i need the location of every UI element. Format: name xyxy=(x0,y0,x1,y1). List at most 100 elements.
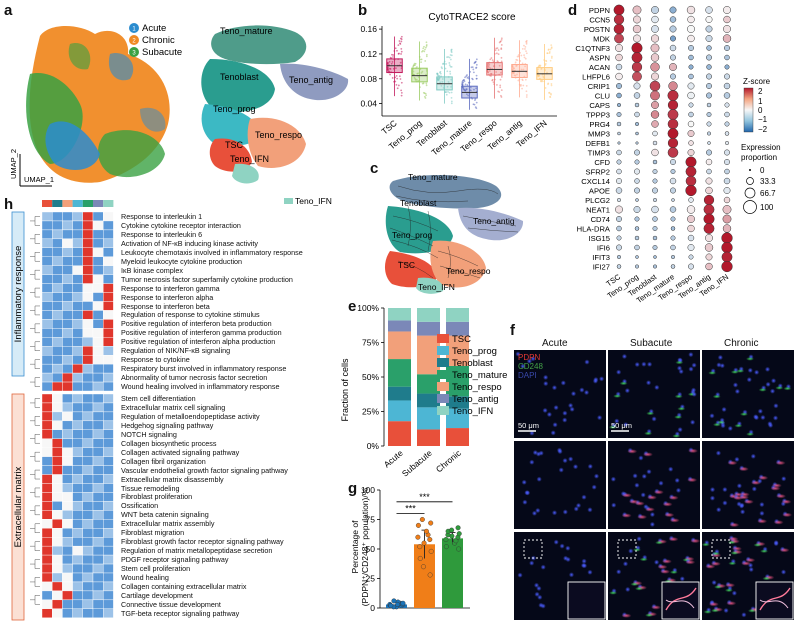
microscopy-pdpn-signal xyxy=(687,448,698,454)
dotplot-gene-label: CXCL14 xyxy=(581,177,610,186)
microscopy-nucleus xyxy=(649,511,656,518)
microscopy-cd248-signal xyxy=(708,371,717,375)
microscopy-nucleus xyxy=(709,487,716,493)
microscopy-nucleus xyxy=(522,499,528,505)
dotplot-dot xyxy=(652,197,658,203)
chart-b-jitter-point xyxy=(490,72,492,75)
chart-b-jitter-point xyxy=(397,44,400,47)
heatmap-cell xyxy=(52,301,63,311)
dotplot-dot xyxy=(616,216,622,222)
dotplot-dot xyxy=(724,45,730,51)
dotplot-gene-label: IFIT3 xyxy=(592,253,610,262)
chart-b-jitter-point xyxy=(499,78,502,81)
heatmap-cell xyxy=(62,337,73,347)
heatmap-cell xyxy=(41,274,53,284)
microscopy-nucleus xyxy=(587,569,593,575)
microscopy-nucleus xyxy=(524,490,530,496)
heatmap-cell xyxy=(52,456,63,466)
heatmap-cell xyxy=(41,590,53,601)
heatmap-cell xyxy=(102,608,114,618)
chart-e-segment xyxy=(388,359,411,387)
heatmap-cell xyxy=(82,563,94,574)
chart-b-jitter-point xyxy=(450,78,453,81)
heatmap-cell xyxy=(62,319,73,329)
heatmap-cell xyxy=(62,590,73,601)
heatmap-cell xyxy=(92,238,104,248)
heatmap-dendrogram xyxy=(34,523,40,533)
chart-b-jitter-point xyxy=(489,58,492,61)
heatmap-cell xyxy=(41,545,53,556)
chart-g-point xyxy=(400,600,406,606)
dotplot-dot xyxy=(671,198,675,202)
chart-e-legend-label: Teno_IFN xyxy=(452,406,493,417)
dotplot-dot xyxy=(631,61,643,73)
chart-b-jitter-point xyxy=(450,96,453,99)
chart-b-jitter-point xyxy=(444,67,447,70)
dotplot-dot xyxy=(634,264,640,269)
dotplot-dot xyxy=(615,187,623,194)
chart-b-jitter-point xyxy=(463,80,466,83)
heatmap-cell xyxy=(92,319,104,329)
microscopy-nucleus xyxy=(658,480,664,486)
dotplot-gene-label: CFD xyxy=(594,158,610,167)
chart-b-jitter-point xyxy=(490,57,493,59)
heatmap-cell xyxy=(92,393,104,404)
chart-b-jitter-point xyxy=(399,78,402,80)
microscopy-nucleus xyxy=(646,469,652,475)
chart-b-jitter-point xyxy=(421,82,424,85)
dotplot-dot xyxy=(721,251,733,263)
heatmap-cell xyxy=(62,220,73,231)
dotplot-dot xyxy=(613,4,625,16)
dotplot-dot xyxy=(687,234,695,242)
chart-b-jitter-point xyxy=(423,95,426,98)
col-header-chronic: Chronic xyxy=(724,338,759,349)
microscopy-nucleus xyxy=(581,558,587,564)
dotplot-dot xyxy=(616,254,622,260)
dotplot-dot xyxy=(687,130,695,137)
chart-b-jitter-point xyxy=(512,67,515,69)
heatmap-dendrogram xyxy=(34,505,40,516)
dotplot-dot xyxy=(685,175,697,187)
chart-b-jitter-point xyxy=(475,87,477,90)
heatmap-cell xyxy=(52,510,63,520)
microscopy-tile xyxy=(608,350,700,438)
heatmap-cell xyxy=(62,420,73,431)
microscopy-pdpn-signal xyxy=(668,537,679,542)
heatmap-cell xyxy=(41,393,53,404)
chart-b-ytick-label: 0.04 xyxy=(360,99,377,109)
dotplot-dot xyxy=(633,82,641,90)
marker-dotplot: PDPNCCN5POSTNMDKC1QTNF3ASPNACANLHFPL6CRI… xyxy=(575,4,781,305)
dotplot-dot xyxy=(634,149,640,156)
chart-b-jitter-point xyxy=(524,65,526,68)
microscopy-nucleus xyxy=(536,585,542,592)
dotplot-dot xyxy=(688,64,694,70)
chart-g-point xyxy=(415,534,421,540)
dotplot-dot xyxy=(706,45,712,51)
microscopy-nucleus xyxy=(767,421,773,427)
heatmap-cell xyxy=(92,381,104,392)
chart-b-jitter-point xyxy=(400,35,403,38)
dotplot-dot xyxy=(652,264,658,269)
microscopy-nucleus xyxy=(553,539,559,545)
dotplot-gene-label: CCN5 xyxy=(589,16,610,25)
chart-g-sig-label-1: *** xyxy=(405,504,416,514)
chart-e-segment xyxy=(388,421,411,446)
heatmap-cell xyxy=(41,363,53,374)
chart-b-jitter-point xyxy=(473,103,476,106)
heatmap-cell xyxy=(72,283,83,293)
heatmap-cell xyxy=(41,465,53,475)
microscopy-cd248-signal xyxy=(762,576,771,581)
heatmap-cell xyxy=(92,465,104,475)
chart-b-jitter-point xyxy=(521,62,524,65)
zscore-title: Z-score xyxy=(743,77,771,86)
channel-label-cd248: CD248 xyxy=(518,362,543,371)
chart-g-sig-label-2: *** xyxy=(419,492,430,502)
chart-b-jitter-point xyxy=(474,106,477,109)
chart-g-point xyxy=(443,537,449,543)
chart-e-segment xyxy=(417,374,440,394)
pathway-label: Fibroblast migration xyxy=(121,528,185,538)
heatmap-cell xyxy=(102,429,114,439)
microscopy-nucleus xyxy=(738,503,745,509)
microscopy-cd248-signal xyxy=(701,542,710,547)
chart-b-jitter-point xyxy=(450,49,453,51)
